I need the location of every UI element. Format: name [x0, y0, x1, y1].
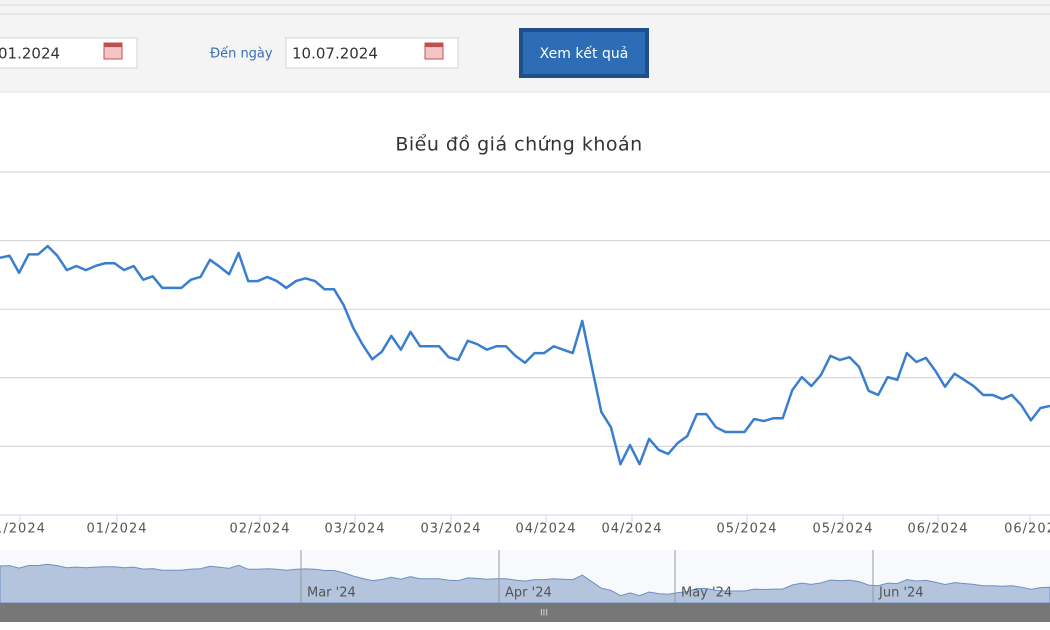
x-tick-label: 05/2024 — [812, 522, 873, 537]
navigator-label: Apr '24 — [505, 586, 552, 601]
x-tick-label: 04/2024 — [515, 522, 576, 537]
navigator-area — [0, 563, 1050, 604]
button-label: Xem kết quả — [540, 45, 629, 62]
scrollbar-grip: III — [540, 609, 548, 619]
x-tick-label: 06/202 — [1004, 522, 1050, 537]
x-tick-label: 1/2024 — [0, 522, 46, 537]
to-label: Đến ngày — [210, 47, 273, 62]
x-tick-label: 04/2024 — [601, 522, 662, 537]
x-tick-label: 06/2024 — [907, 522, 968, 537]
x-tick-label: 05/2024 — [716, 522, 777, 537]
navigator-label: Mar '24 — [307, 586, 356, 601]
calendar-icon[interactable] — [103, 42, 123, 60]
x-tick-label: 03/2024 — [420, 522, 481, 537]
calendar-icon[interactable] — [424, 42, 444, 60]
navigator-label: May '24 — [681, 586, 732, 601]
navigator-label: Jun '24 — [878, 586, 924, 601]
x-tick-label: 02/2024 — [229, 522, 290, 537]
x-tick-label: 01/2024 — [86, 522, 147, 537]
x-tick-label: 03/2024 — [324, 522, 385, 537]
chart-title: Biểu đồ giá chứng khoán — [395, 134, 642, 156]
button-face — [523, 32, 645, 74]
to-date: 10.07.2024 — [292, 45, 378, 63]
from-date: 01.2024 — [0, 45, 60, 63]
price-line — [0, 244, 1050, 466]
scrollbar[interactable] — [0, 603, 1050, 622]
